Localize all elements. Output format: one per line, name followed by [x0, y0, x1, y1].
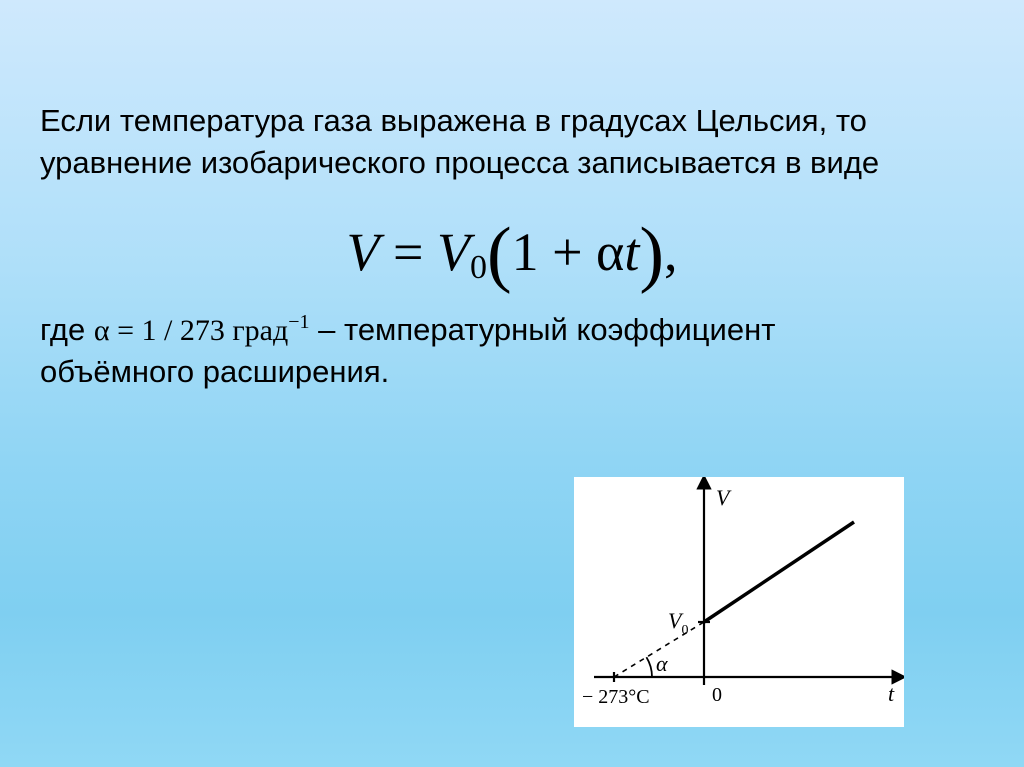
formula-inner: 1 + α — [512, 222, 625, 282]
svg-text:t: t — [888, 681, 895, 706]
vt-chart: Vt V0 − 273°C 0 α — [574, 477, 904, 727]
coeff-text: – температурный коэффициент — [310, 312, 776, 347]
slide-content: Если температура газа выражена в градуса… — [40, 100, 984, 393]
formula-rparen: ) — [639, 213, 664, 295]
intro-paragraph: Если температура газа выражена в градуса… — [40, 100, 984, 184]
explanation-line-2: объёмного расширения. — [40, 351, 984, 393]
formula-lparen: ( — [487, 213, 512, 295]
alpha-expression: α = 1 / 273 град — [94, 314, 288, 347]
svg-text:V: V — [716, 485, 732, 510]
formula-comma: , — [664, 222, 678, 282]
formula-V0: V — [437, 222, 470, 282]
chart-svg: Vt V0 − 273°C 0 α — [574, 477, 904, 727]
explanation-line-1: где α = 1 / 273 град−1 – температурный к… — [40, 309, 984, 352]
formula-V: V — [346, 222, 379, 282]
sup-minus1: −1 — [288, 311, 309, 333]
svg-text:V0: V0 — [668, 608, 688, 638]
svg-text:− 273°C: − 273°C — [582, 686, 650, 708]
formula-t: t — [624, 222, 639, 282]
main-formula: V = V0(1 + αt), — [40, 204, 984, 289]
formula-sub0: 0 — [470, 249, 487, 286]
svg-text:0: 0 — [712, 684, 722, 706]
formula-eq: = — [379, 222, 436, 282]
svg-text:α: α — [656, 651, 668, 676]
where-text: где — [40, 312, 94, 347]
